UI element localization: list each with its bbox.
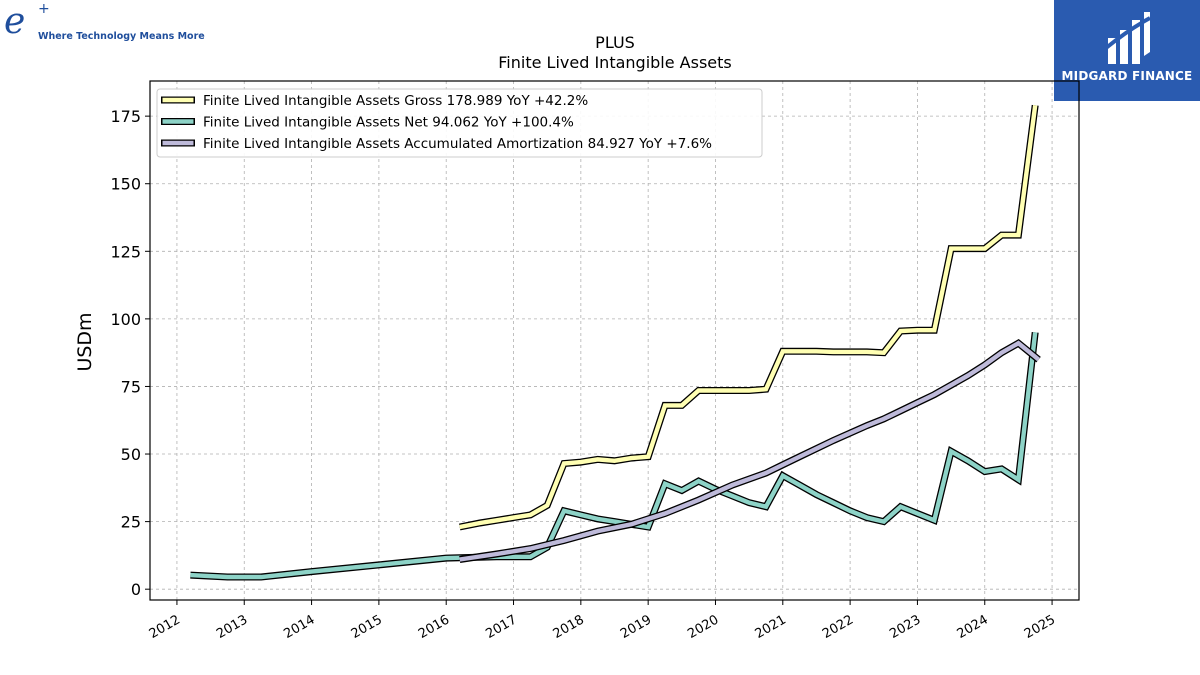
x-tick-label: 2016 bbox=[416, 612, 452, 642]
brand-plus-mark: + bbox=[38, 1, 50, 17]
y-tick-label: 25 bbox=[121, 513, 141, 532]
chart-title: PLUS bbox=[595, 33, 635, 52]
x-tick-label: 2019 bbox=[618, 612, 654, 642]
x-tick-label: 2018 bbox=[551, 612, 587, 642]
x-tick-label: 2022 bbox=[820, 612, 856, 642]
y-tick-label: 175 bbox=[110, 107, 141, 126]
y-tick-label: 125 bbox=[110, 242, 141, 261]
x-tick-label: 2013 bbox=[214, 612, 250, 642]
y-tick-label: 75 bbox=[121, 377, 141, 396]
series-outline bbox=[190, 332, 1039, 581]
legend-label: Finite Lived Intangible Assets Net 94.06… bbox=[203, 115, 574, 131]
x-tick-label: 2015 bbox=[349, 612, 385, 642]
series-line-2 bbox=[190, 332, 1039, 581]
midgard-logo-text: MIDGARD FINANCE bbox=[1061, 69, 1193, 83]
y-tick-label: 100 bbox=[110, 310, 141, 329]
series-line-1 bbox=[459, 104, 1039, 531]
x-tick-label: 2014 bbox=[281, 612, 317, 642]
midgard-finance-logo: MIDGARD FINANCE bbox=[1054, 0, 1200, 101]
legend-box bbox=[156, 88, 763, 158]
x-tick-label: 2023 bbox=[887, 612, 923, 642]
x-tick-label: 2012 bbox=[147, 612, 183, 642]
series-stroke bbox=[459, 105, 1038, 530]
brand-e-mark: e bbox=[4, 1, 26, 42]
plot-frame bbox=[149, 80, 1080, 601]
legend-label: Finite Lived Intangible Assets Accumulat… bbox=[203, 136, 712, 152]
y-tick-label: 50 bbox=[121, 445, 141, 464]
series-stroke bbox=[459, 340, 1040, 562]
x-tick-label: 2021 bbox=[753, 612, 789, 642]
x-tick-label: 2025 bbox=[1022, 612, 1058, 642]
tick-layer: 0 25 50 75 100 125 150 175 2012 2013 2014 2015 2016 2… bbox=[110, 107, 1058, 642]
midgard-logo-icon bbox=[1104, 12, 1151, 64]
legend: Finite Lived Intangible Assets Gross 178… bbox=[156, 88, 763, 158]
y-axis-label: USDm bbox=[74, 312, 96, 371]
series-stroke bbox=[190, 332, 1038, 580]
x-tick-label: 2020 bbox=[685, 612, 721, 642]
x-tick-label: 2024 bbox=[955, 612, 991, 642]
x-tick-label: 2017 bbox=[483, 612, 519, 642]
y-tick-label: 150 bbox=[110, 175, 141, 194]
series-line-3 bbox=[459, 338, 1041, 563]
y-tick-label: 0 bbox=[131, 580, 141, 599]
legend-label: Finite Lived Intangible Assets Gross 178… bbox=[203, 93, 588, 109]
brand-logo-left: e + Where Technology Means More bbox=[4, 1, 205, 46]
brand-tagline: Where Technology Means More bbox=[38, 31, 205, 42]
chart-subtitle: Finite Lived Intangible Assets bbox=[498, 53, 731, 72]
series-layer bbox=[190, 104, 1041, 581]
